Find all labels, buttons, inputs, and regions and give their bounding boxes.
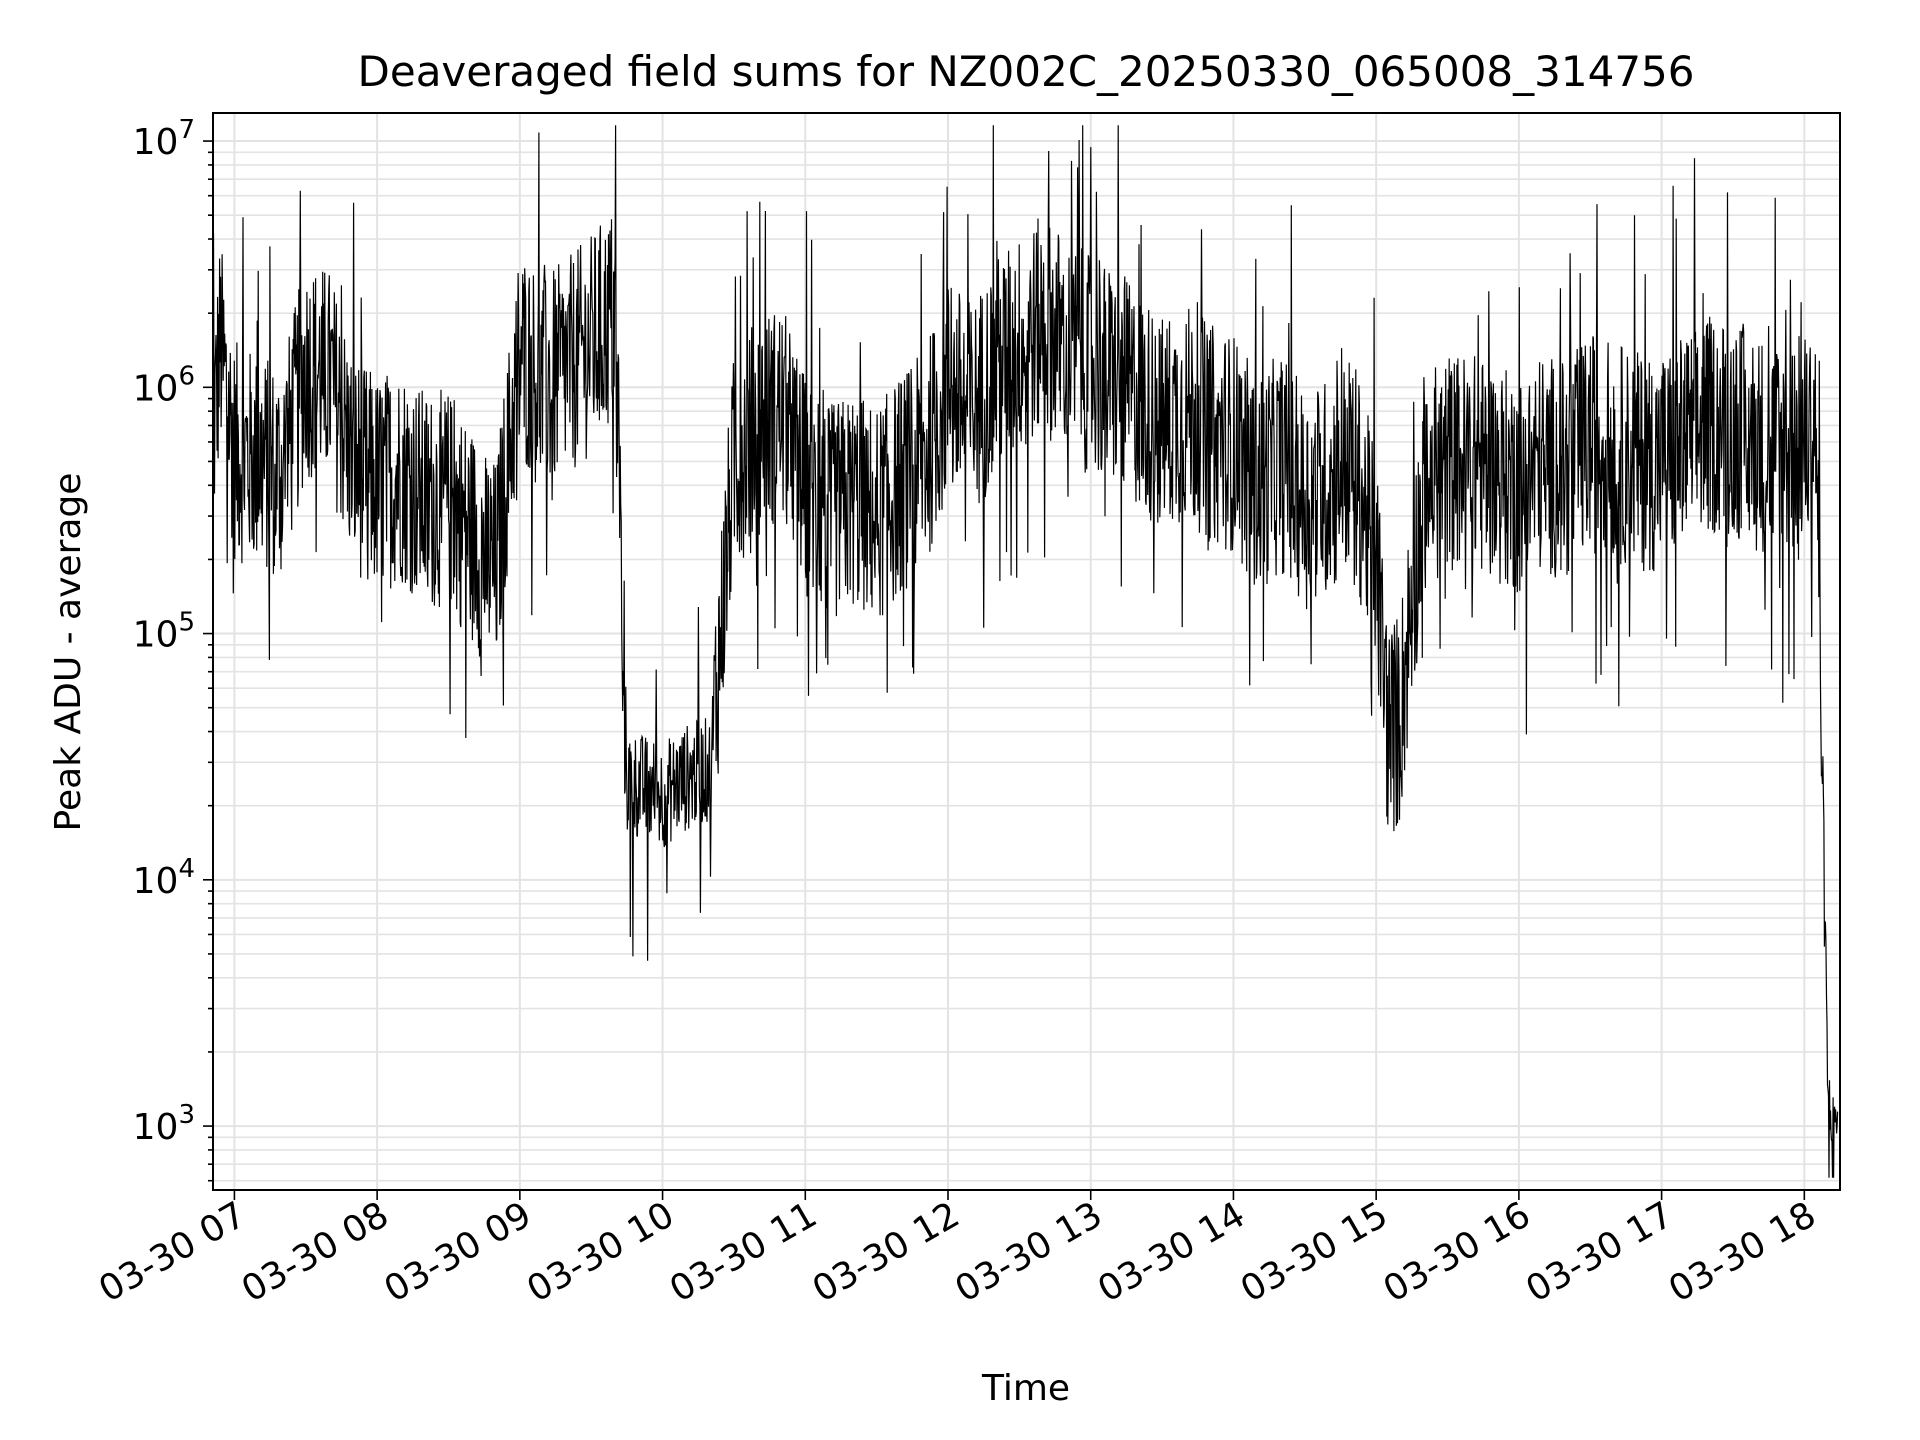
y-tick-label: 105 [133,608,195,656]
y-tick-label-exponent: 3 [178,1100,195,1130]
x-axis-label: Time [981,1368,1070,1409]
y-tick-label-base: 10 [133,615,179,656]
data-series-line [212,125,1839,1178]
y-axis-label: Peak ADU - average [48,473,89,832]
y-tick-label-base: 10 [133,1107,179,1148]
y-tick-label-exponent: 5 [178,608,195,638]
grid [213,113,1840,1190]
y-tick-label: 104 [133,854,195,902]
y-tick-label-exponent: 4 [178,854,195,884]
y-tick-label-exponent: 7 [178,115,195,145]
chart-title: Deaveraged field sums for NZ002C_2025033… [358,47,1695,96]
y-tick-label-base: 10 [133,368,179,409]
y-tick-label: 107 [133,115,195,163]
y-tick-label-base: 10 [133,122,179,163]
axes-frame [212,112,1841,1191]
y-tick-label: 106 [133,361,195,409]
y-tick-label-base: 10 [133,861,179,902]
y-tick-label-exponent: 6 [178,361,195,391]
y-tick-label: 103 [133,1100,195,1148]
series-line-path [212,125,1839,1178]
